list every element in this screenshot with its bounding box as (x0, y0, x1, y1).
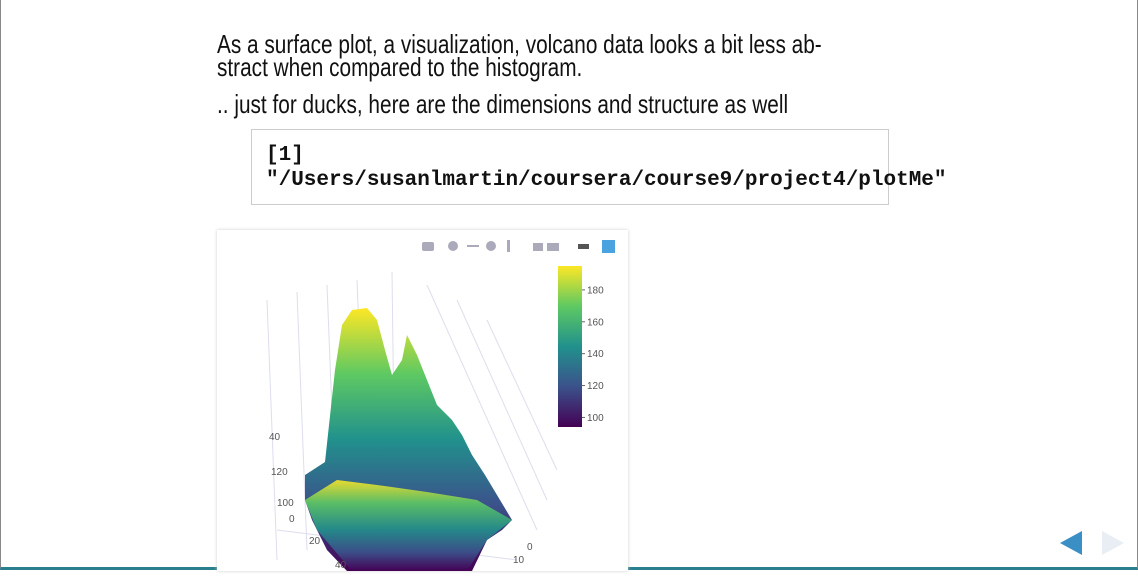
camera-reset-icon[interactable] (547, 243, 559, 251)
prev-arrow[interactable] (1060, 531, 1082, 555)
toolbar (422, 240, 615, 253)
axis-tick-label: 120 (271, 467, 288, 478)
axis-tick-label: 40 (269, 432, 281, 443)
axis-tick-label: 20 (309, 536, 321, 547)
camera-icon[interactable] (422, 242, 434, 251)
orbit-icon[interactable] (486, 241, 496, 251)
home-icon[interactable] (533, 243, 543, 251)
axis-labels: 40 120 100 0 20 40 0 10 (269, 432, 533, 571)
text-line: stract when compared to the histogram. (217, 52, 583, 82)
colorbar (558, 266, 582, 427)
pan-icon[interactable] (467, 245, 479, 247)
colorbar-ticks: 100 120 140 160 180 (582, 285, 604, 424)
text-line: .. just for ducks, here are the dimensio… (217, 89, 789, 119)
colorbar-tick-label: 120 (587, 381, 604, 392)
colorbar-tick-label: 160 (587, 317, 604, 328)
plot: 100 120 140 160 180 40 120 100 0 20 40 0 10 (217, 230, 628, 571)
code-line: "/Users/susanlmartin/coursera/course9/pr… (266, 169, 947, 192)
axis-tick-label: 40 (335, 560, 347, 571)
next-arrow[interactable] (1102, 531, 1124, 555)
code-output: [1] "/Users/susanlmartin/coursera/course… (251, 129, 947, 205)
axis-tick-label: 0 (289, 514, 295, 525)
axis-tick-label: 100 (277, 498, 294, 509)
hover-icon[interactable] (578, 244, 589, 249)
paragraph: .. just for ducks, here are the dimensio… (217, 89, 789, 119)
text-line: As a surface plot, a visualization, volc… (217, 29, 822, 59)
plotly-logo[interactable] (602, 240, 615, 253)
nav-arrows (1060, 531, 1124, 555)
colorbar-tick-label: 100 (587, 413, 604, 424)
axis-tick-label: 10 (513, 555, 525, 566)
colorbar-tick-label: 180 (587, 285, 604, 296)
axis-tick-label: 0 (527, 542, 533, 553)
zoom-icon[interactable] (448, 241, 458, 251)
code-line: [1] (266, 144, 304, 167)
surface-base (305, 480, 512, 571)
colorbar-tick-label: 140 (587, 349, 604, 360)
paragraph: As a surface plot, a visualization, volc… (217, 29, 822, 82)
turntable-icon[interactable] (507, 240, 510, 252)
